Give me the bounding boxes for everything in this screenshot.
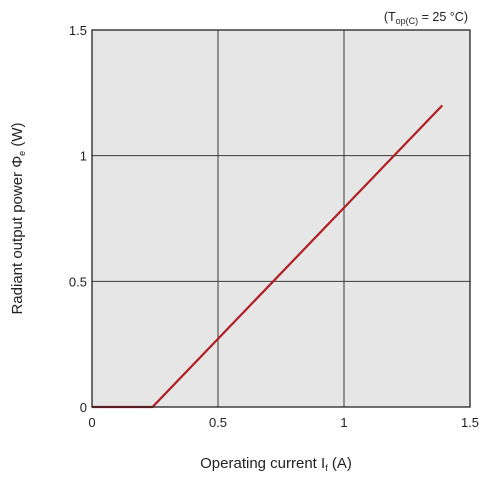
x-tick-label-3: 1.5 <box>461 415 479 430</box>
x-axis-title-main: Operating current I <box>200 455 325 472</box>
y-axis-title: Radiant output power Φe (W) <box>9 122 27 314</box>
tick-labels: 0 0.5 1 1.5 0 0.5 1 1.5 <box>69 23 479 430</box>
y-tick-label-3: 1.5 <box>69 23 87 38</box>
x-axis-title-unit: (A) <box>328 455 352 472</box>
y-tick-label-0: 0 <box>80 400 87 415</box>
y-axis-title-main: Radiant output power Φ <box>9 156 26 315</box>
x-axis-title: Operating current If (A) <box>200 455 352 473</box>
y-tick-label-1: 0.5 <box>69 274 87 289</box>
x-axis-title-subscript: f <box>325 463 328 473</box>
y-axis-title-unit: (W) <box>9 122 26 150</box>
x-tick-label-2: 1 <box>340 415 347 430</box>
grid-lines <box>92 30 470 407</box>
plot-frame <box>91 29 471 408</box>
x-tick-label-1: 0.5 <box>209 415 227 430</box>
x-tick-label-0: 0 <box>88 415 95 430</box>
condition-note: (Top(C) = 25 °C) <box>384 10 468 26</box>
y-tick-label-2: 1 <box>80 149 87 164</box>
plot-area <box>92 30 470 407</box>
condition-note-subscript: op(C) <box>396 16 419 26</box>
condition-note-suffix: = 25 °C) <box>418 10 468 24</box>
condition-note-prefix: (T <box>384 10 396 24</box>
y-axis-title-subscript: e <box>17 151 27 156</box>
